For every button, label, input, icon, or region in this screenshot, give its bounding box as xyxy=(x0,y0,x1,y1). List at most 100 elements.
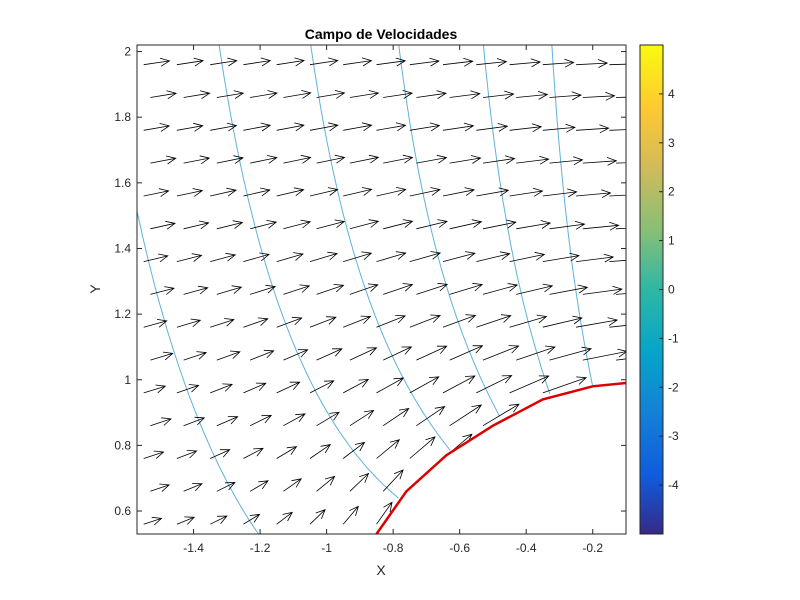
velocity-arrow xyxy=(343,378,370,394)
velocity-arrow xyxy=(343,187,373,197)
velocity-arrow xyxy=(542,58,575,68)
colorbar-tick-label: 3 xyxy=(668,136,675,150)
x-tick-label: -0.6 xyxy=(449,541,470,555)
velocity-arrow xyxy=(609,325,626,328)
velocity-arrow xyxy=(210,449,231,459)
velocity-arrow xyxy=(283,219,312,230)
velocity-arrow xyxy=(150,417,172,427)
velocity-arrow xyxy=(482,90,515,100)
velocity-arrow xyxy=(549,284,589,295)
velocity-arrow xyxy=(143,123,171,132)
colorbar-tick-label: -3 xyxy=(668,429,679,443)
velocity-arrow xyxy=(143,450,165,459)
velocity-arrow xyxy=(609,63,626,66)
velocity-arrow xyxy=(509,251,546,262)
velocity-arrow xyxy=(549,91,582,101)
contour-line xyxy=(137,208,260,534)
velocity-arrow xyxy=(376,439,401,459)
boundary-line xyxy=(375,381,626,534)
velocity-arrow xyxy=(216,90,245,99)
velocity-arrow xyxy=(509,375,550,394)
velocity-arrow xyxy=(176,450,198,459)
velocity-arrow xyxy=(382,469,404,492)
velocity-arrow xyxy=(509,58,542,68)
velocity-arrow xyxy=(176,57,205,67)
x-tick-label: -0.8 xyxy=(383,541,404,555)
velocity-arrow xyxy=(316,219,346,230)
colorbar-tick-label: 1 xyxy=(668,234,675,248)
velocity-arrow xyxy=(516,345,556,361)
velocity-arrow xyxy=(316,475,336,492)
velocity-arrow xyxy=(243,382,267,394)
velocity-arrow xyxy=(582,348,626,361)
velocity-arrow xyxy=(509,123,543,133)
velocity-arrow xyxy=(250,155,278,164)
velocity-arrow xyxy=(249,480,269,492)
x-tick-label: -1 xyxy=(321,541,332,555)
velocity-arrow xyxy=(582,285,623,295)
velocity-arrow xyxy=(343,122,373,132)
velocity-arrow xyxy=(309,380,335,394)
velocity-arrow xyxy=(409,57,440,67)
velocity-arrow xyxy=(449,90,481,100)
velocity-arrow xyxy=(309,444,332,459)
velocity-arrow xyxy=(183,155,211,165)
x-tick-label: -1.2 xyxy=(250,541,271,555)
velocity-arrow xyxy=(216,350,241,361)
velocity-arrow xyxy=(283,413,306,427)
colorbar-tick-label: -1 xyxy=(668,331,679,345)
velocity-arrow xyxy=(409,314,442,328)
velocity-arrow xyxy=(416,282,449,295)
y-tick-label: 1.2 xyxy=(114,307,131,321)
velocity-arrow xyxy=(276,187,305,197)
velocity-arrow xyxy=(476,375,513,394)
velocity-arrow xyxy=(442,375,476,394)
velocity-arrow xyxy=(309,316,337,328)
plot-frame xyxy=(136,44,627,535)
velocity-arrow xyxy=(276,316,303,328)
velocity-arrow xyxy=(383,154,414,164)
velocity-arrow xyxy=(176,384,200,394)
velocity-arrow xyxy=(216,220,244,230)
velocity-arrow xyxy=(476,123,509,132)
velocity-arrow xyxy=(476,187,510,197)
velocity-arrow xyxy=(150,286,175,295)
velocity-arrow xyxy=(416,345,448,361)
velocity-arrow xyxy=(442,122,475,132)
velocity-arrows xyxy=(143,57,626,526)
velocity-arrow xyxy=(176,516,196,525)
velocity-arrow xyxy=(509,314,548,328)
velocity-arrow xyxy=(309,187,339,197)
velocity-arrow xyxy=(509,187,544,197)
velocity-arrow xyxy=(349,90,380,99)
velocity-arrow xyxy=(183,416,206,427)
velocity-arrow xyxy=(283,154,312,164)
velocity-arrow xyxy=(150,155,177,165)
velocity-arrow xyxy=(176,188,204,197)
velocity-arrow xyxy=(416,90,447,99)
velocity-arrow xyxy=(342,441,366,459)
velocity-arrow xyxy=(183,285,209,295)
velocity-arrow xyxy=(383,90,414,99)
velocity-arrow xyxy=(482,403,520,427)
velocity-arrow xyxy=(442,187,476,197)
velocity-arrow xyxy=(409,122,441,132)
velocity-arrow xyxy=(316,348,343,361)
velocity-arrow xyxy=(243,317,269,328)
contour-line xyxy=(0,29,91,551)
velocity-arrow xyxy=(143,253,169,263)
velocity-arrow xyxy=(449,404,483,427)
velocity-arrow xyxy=(249,349,275,361)
y-tick-label: 0.8 xyxy=(114,438,131,452)
velocity-arrow xyxy=(542,123,576,133)
velocity-arrow xyxy=(183,351,208,361)
velocity-arrow xyxy=(143,384,167,394)
velocity-arrow xyxy=(243,187,271,197)
x-axis-label: X xyxy=(376,562,386,578)
velocity-arrow xyxy=(615,293,626,295)
velocity-arrow xyxy=(349,347,378,361)
velocity-arrow xyxy=(542,315,583,328)
velocity-arrow xyxy=(150,220,176,230)
velocity-arrow xyxy=(283,284,311,295)
velocity-arrow xyxy=(309,122,339,132)
